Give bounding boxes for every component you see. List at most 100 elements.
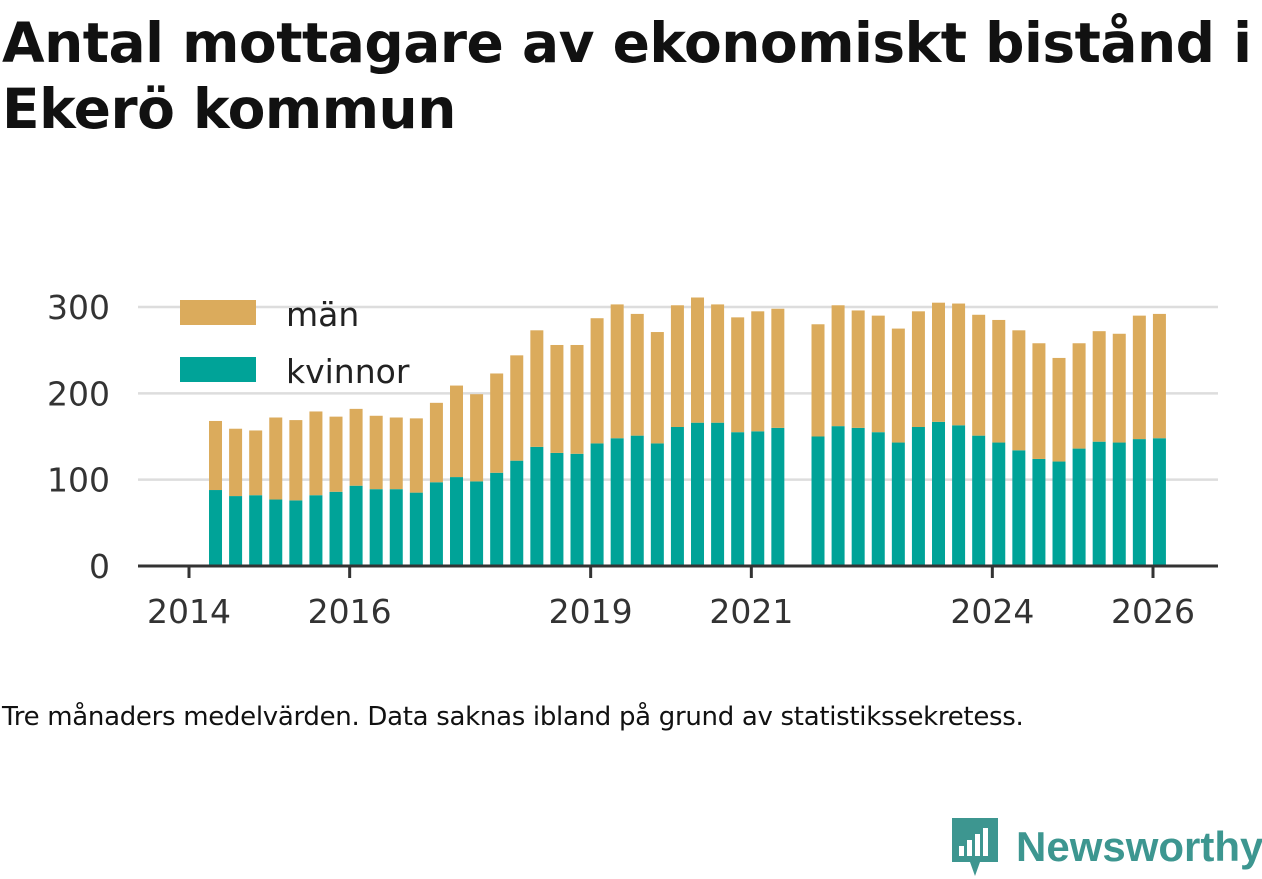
bar-kvinnor bbox=[630, 435, 644, 566]
bar-man bbox=[650, 332, 664, 444]
bar-man bbox=[369, 415, 383, 490]
bar-kvinnor bbox=[731, 432, 745, 566]
bar-man bbox=[1092, 331, 1106, 442]
bar-man bbox=[1152, 313, 1166, 439]
bar-kvinnor bbox=[409, 492, 423, 566]
bar-kvinnor bbox=[1152, 438, 1166, 566]
bar-man bbox=[570, 344, 584, 454]
bar-kvinnor bbox=[490, 472, 504, 566]
bar-kvinnor bbox=[911, 427, 925, 566]
y-tick-label: 100 bbox=[47, 461, 110, 500]
chart-title: Antal mottagare av ekonomiskt bistånd i … bbox=[2, 11, 1252, 141]
bar-kvinnor bbox=[650, 443, 664, 566]
bar-kvinnor bbox=[470, 481, 484, 566]
bar-man bbox=[731, 317, 745, 433]
bar-kvinnor bbox=[891, 442, 905, 566]
bar-man bbox=[1032, 343, 1046, 459]
bar-kvinnor bbox=[691, 422, 705, 566]
bar-kvinnor bbox=[1012, 450, 1026, 566]
y-tick-label: 200 bbox=[47, 374, 110, 413]
bar-man bbox=[691, 297, 705, 423]
bar-kvinnor bbox=[1052, 461, 1066, 566]
bar-man bbox=[269, 417, 283, 500]
x-tick-label: 2016 bbox=[308, 592, 392, 631]
bar-kvinnor bbox=[771, 427, 785, 566]
bar-kvinnor bbox=[590, 443, 604, 566]
bar-man bbox=[670, 305, 684, 428]
bar-man bbox=[811, 324, 825, 437]
legend-swatch-kvinnor bbox=[180, 357, 256, 382]
bar-man bbox=[851, 310, 865, 428]
x-tick-label: 2024 bbox=[950, 592, 1034, 631]
bar-man bbox=[470, 394, 484, 482]
bar-man bbox=[630, 313, 644, 436]
bar-kvinnor bbox=[932, 421, 946, 566]
bar-man bbox=[911, 311, 925, 428]
bar-kvinnor bbox=[851, 427, 865, 566]
bar-kvinnor bbox=[751, 431, 765, 566]
bar-kvinnor bbox=[530, 446, 544, 566]
bar-man bbox=[932, 302, 946, 422]
bar-kvinnor bbox=[450, 477, 464, 566]
bar-kvinnor bbox=[249, 495, 263, 566]
bar-kvinnor bbox=[550, 452, 564, 566]
legend-label-man: män bbox=[286, 295, 359, 334]
bar-kvinnor bbox=[510, 460, 524, 566]
bar-man bbox=[1112, 333, 1126, 443]
bar-man bbox=[590, 318, 604, 444]
bar-man bbox=[1072, 343, 1086, 449]
bar-kvinnor bbox=[670, 427, 684, 566]
bar-kvinnor bbox=[369, 489, 383, 566]
x-tick-label: 2026 bbox=[1111, 592, 1195, 631]
y-tick-label: 300 bbox=[47, 288, 110, 327]
bar-man bbox=[429, 402, 443, 483]
bar-man bbox=[450, 385, 464, 478]
bar-kvinnor bbox=[811, 436, 825, 566]
bar-man bbox=[229, 428, 243, 497]
bar-kvinnor bbox=[952, 425, 966, 566]
bar-kvinnor bbox=[269, 499, 283, 566]
bar-kvinnor bbox=[992, 442, 1006, 566]
bar-man bbox=[329, 416, 343, 492]
axes bbox=[138, 564, 1218, 578]
bar-kvinnor bbox=[429, 482, 443, 566]
bar-kvinnor bbox=[570, 453, 584, 566]
bar-man bbox=[510, 355, 524, 461]
legend-swatch-man bbox=[180, 300, 256, 325]
bar-man bbox=[1052, 357, 1066, 462]
bar-kvinnor bbox=[1092, 441, 1106, 566]
bar-kvinnor bbox=[972, 435, 986, 566]
bar-kvinnor bbox=[831, 426, 845, 566]
y-tick-label: 0 bbox=[89, 547, 110, 586]
newsworthy-logo[interactable]: Newsworthy bbox=[950, 815, 1262, 879]
bar-man bbox=[891, 328, 905, 443]
x-tick-label: 2021 bbox=[709, 592, 793, 631]
bar-kvinnor bbox=[209, 490, 223, 566]
bar-man bbox=[1132, 315, 1146, 440]
bar-man bbox=[550, 344, 564, 453]
bar-kvinnor bbox=[1132, 439, 1146, 566]
bar-kvinnor bbox=[871, 432, 885, 566]
bar-kvinnor bbox=[711, 422, 725, 566]
bar-kvinnor bbox=[389, 489, 403, 566]
chart-caption: Tre månaders medelvärden. Data saknas ib… bbox=[2, 702, 1024, 732]
bar-man bbox=[249, 430, 263, 496]
bar-kvinnor bbox=[1072, 448, 1086, 566]
bar-man bbox=[610, 304, 624, 439]
bar-man bbox=[711, 304, 725, 423]
bar-man bbox=[952, 303, 966, 426]
bars bbox=[209, 297, 1166, 566]
bar-kvinnor bbox=[1112, 442, 1126, 566]
bar-man bbox=[309, 411, 323, 496]
x-tick-label: 2014 bbox=[147, 592, 231, 631]
x-tick-label: 2019 bbox=[549, 592, 633, 631]
bar-man bbox=[409, 418, 423, 493]
bar-man bbox=[992, 319, 1006, 443]
bar-man bbox=[530, 330, 544, 447]
bar-kvinnor bbox=[229, 496, 243, 566]
bar-man bbox=[871, 315, 885, 433]
bar-man bbox=[831, 305, 845, 427]
bar-man bbox=[209, 420, 223, 491]
brand-name: Newsworthy bbox=[1016, 823, 1262, 870]
